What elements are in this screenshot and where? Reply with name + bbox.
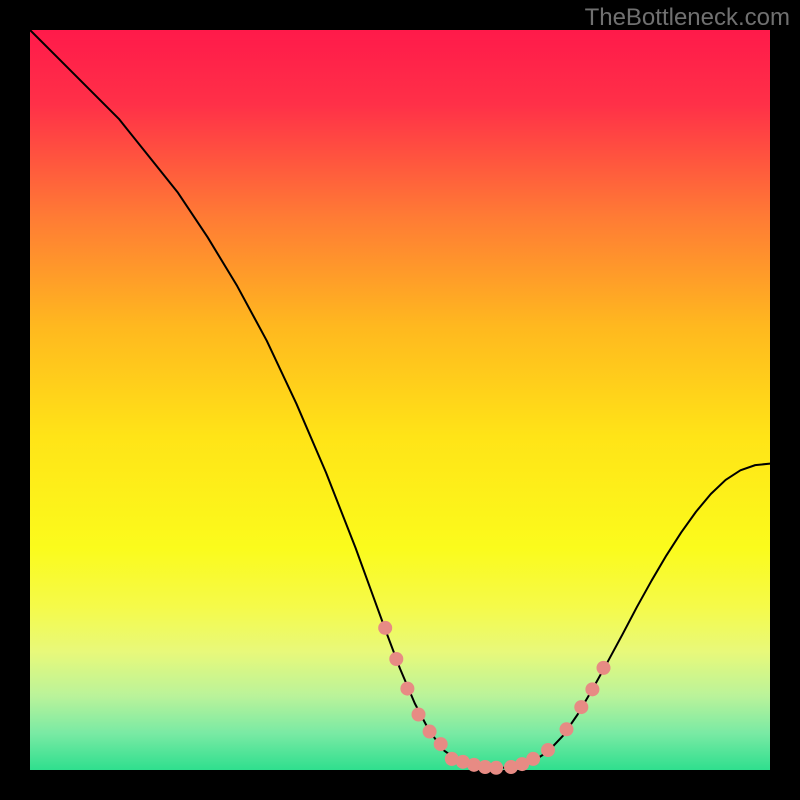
data-marker xyxy=(574,700,588,714)
chart-svg xyxy=(0,0,800,800)
data-marker xyxy=(560,722,574,736)
data-marker xyxy=(585,682,599,696)
data-marker xyxy=(423,725,437,739)
data-marker xyxy=(412,708,426,722)
data-marker xyxy=(400,682,414,696)
data-marker xyxy=(434,737,448,751)
data-marker xyxy=(389,652,403,666)
watermark-text: TheBottleneck.com xyxy=(585,4,790,32)
data-marker xyxy=(489,761,503,775)
data-marker xyxy=(541,743,555,757)
chart-frame xyxy=(0,0,800,800)
data-marker xyxy=(526,752,540,766)
data-marker xyxy=(597,661,611,675)
data-marker xyxy=(378,621,392,635)
